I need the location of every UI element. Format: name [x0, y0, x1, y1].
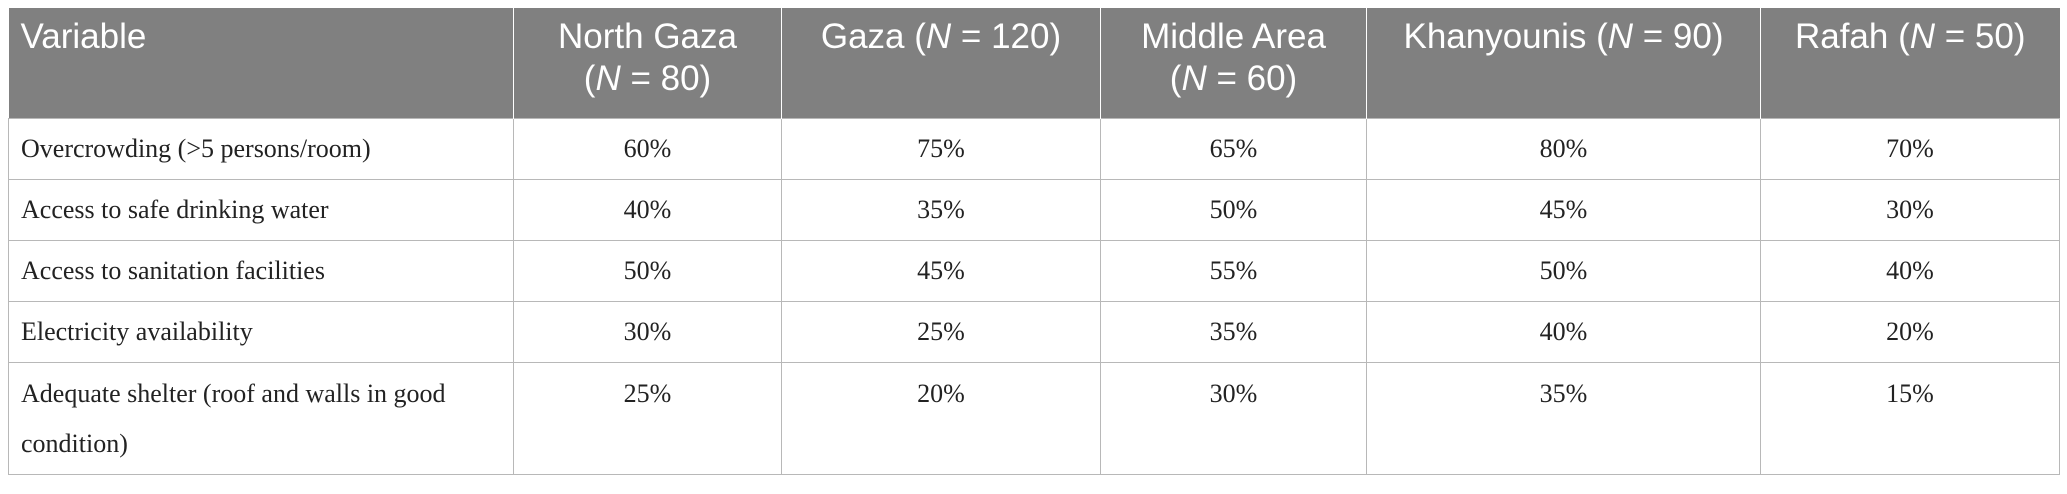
header-middle-area: Middle Area (N = 60): [1100, 8, 1367, 118]
header-n-value: = 90): [1633, 17, 1724, 56]
value-cell: 80%: [1366, 117, 1761, 180]
header-n-symbol: N: [1607, 17, 1634, 56]
value-cell: 70%: [1760, 117, 2060, 180]
header-n-symbol: N: [1909, 17, 1936, 56]
value-cell: 65%: [1100, 117, 1367, 180]
header-n-line: (N = 60): [1169, 59, 1298, 98]
header-label: Middle Area: [1141, 17, 1326, 56]
value-cell: 30%: [1760, 178, 2060, 241]
value-cell: 20%: [781, 361, 1101, 475]
header-n-symbol: N: [1181, 59, 1207, 98]
header-n-value: = 60): [1206, 59, 1298, 98]
value-cell: 75%: [781, 117, 1101, 180]
row-variable-cell: Access to safe drinking water: [8, 178, 514, 241]
header-label: Khanyounis (: [1403, 17, 1608, 56]
value-cell: 40%: [1366, 300, 1761, 363]
header-label: North Gaza: [558, 17, 737, 56]
header-label: Variable: [20, 17, 147, 56]
header-n-value: = 50): [1935, 17, 2026, 56]
value-cell: 25%: [781, 300, 1101, 363]
table-row: Adequate shelter (roof and walls in good…: [8, 361, 2060, 475]
value-cell: 45%: [781, 239, 1101, 302]
row-variable-cell: Electricity availability: [8, 300, 514, 363]
table-row: Overcrowding (>5 persons/room) 60% 75% 6…: [8, 117, 2060, 180]
value-cell: 60%: [513, 117, 782, 180]
header-khanyounis: Khanyounis (N = 90): [1366, 8, 1761, 118]
value-cell: 55%: [1100, 239, 1367, 302]
header-north-gaza: North Gaza (N = 80): [513, 8, 782, 118]
table-header-row: Variable North Gaza (N = 80) Gaza (N = 1…: [8, 8, 2060, 118]
value-cell: 50%: [1100, 178, 1367, 241]
value-cell: 15%: [1760, 361, 2060, 475]
value-cell: 25%: [513, 361, 782, 475]
header-label: Rafah (: [1794, 17, 1910, 56]
row-variable-cell: Overcrowding (>5 persons/room): [8, 117, 514, 180]
value-cell: 40%: [513, 178, 782, 241]
header-variable: Variable: [8, 8, 514, 118]
value-cell: 20%: [1760, 300, 2060, 363]
header-n-value: = 120): [951, 17, 1062, 56]
header-n-value: = 80): [620, 59, 712, 98]
table-row: Electricity availability 30% 25% 35% 40%…: [8, 300, 2060, 363]
value-cell: 35%: [1366, 361, 1761, 475]
value-cell: 35%: [781, 178, 1101, 241]
table-row: Access to safe drinking water 40% 35% 50…: [8, 178, 2060, 241]
value-cell: 30%: [1100, 361, 1367, 475]
value-cell: 35%: [1100, 300, 1367, 363]
header-label: Gaza (: [820, 17, 926, 56]
header-rafah: Rafah (N = 50): [1760, 8, 2060, 118]
data-table-container: Variable North Gaza (N = 80) Gaza (N = 1…: [8, 8, 2060, 475]
data-table: Variable North Gaza (N = 80) Gaza (N = 1…: [8, 8, 2060, 475]
header-n-symbol: N: [925, 17, 952, 56]
header-n-line: (N = 80): [583, 59, 712, 98]
value-cell: 50%: [1366, 239, 1761, 302]
table-row: Access to sanitation facilities 50% 45% …: [8, 239, 2060, 302]
header-gaza: Gaza (N = 120): [781, 8, 1101, 118]
header-n-symbol: N: [595, 59, 621, 98]
row-variable-cell: Access to sanitation facilities: [8, 239, 514, 302]
row-variable-cell: Adequate shelter (roof and walls in good…: [8, 361, 514, 475]
value-cell: 50%: [513, 239, 782, 302]
value-cell: 30%: [513, 300, 782, 363]
value-cell: 40%: [1760, 239, 2060, 302]
value-cell: 45%: [1366, 178, 1761, 241]
